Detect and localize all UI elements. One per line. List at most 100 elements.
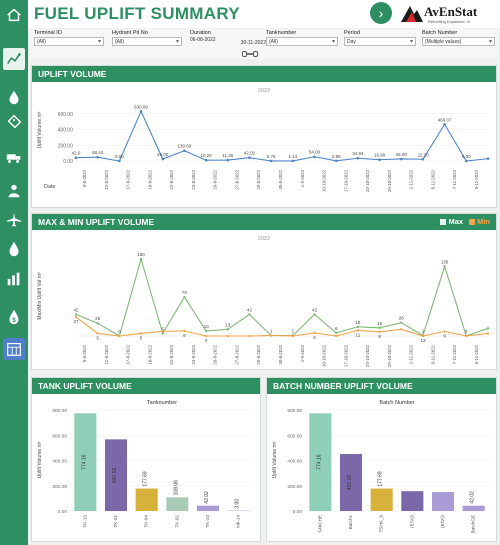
uplift-point[interactable] [183, 149, 186, 153]
min-point[interactable] [118, 334, 121, 338]
min-point[interactable] [335, 334, 338, 338]
max-point[interactable] [443, 265, 446, 268]
max-point[interactable] [226, 328, 229, 331]
period-select[interactable]: Day [344, 37, 416, 46]
x-tick-label: 18-8-2022 [147, 344, 152, 364]
line-chart-icon[interactable] [3, 48, 25, 70]
uplift-point[interactable] [465, 159, 468, 163]
min-point[interactable] [183, 329, 186, 333]
uplift-point[interactable] [96, 155, 99, 159]
max-point[interactable] [74, 313, 78, 316]
data-label: 22.20 [417, 152, 429, 157]
max-point[interactable] [486, 327, 490, 330]
batch-select[interactable]: (Multiple values) [422, 37, 495, 46]
slider-end-handle[interactable] [253, 51, 258, 57]
bar[interactable] [309, 413, 332, 511]
fuel-tag-icon[interactable] [3, 111, 25, 133]
bar[interactable] [196, 505, 220, 511]
bar-analytics-icon[interactable] [3, 268, 25, 290]
uplift-point[interactable] [139, 110, 143, 113]
uplift-line-chart[interactable]: 2022 0.00 200.00 400.00 600.00 Uplift Volume … [32, 82, 496, 207]
max-point[interactable] [400, 321, 403, 324]
min-point[interactable] [291, 334, 295, 338]
hydrant-select[interactable]: (All) [112, 37, 182, 46]
max-point[interactable] [139, 257, 143, 261]
duration-end[interactable]: 30-11-2022 [240, 40, 266, 46]
slider-start-handle[interactable] [242, 51, 247, 57]
tank-volume-panel: TANK UPLIFT VOLUME Tanknumber 0.00 200.00 4… [31, 377, 261, 542]
data-label: 10 [204, 324, 210, 329]
uplift-point[interactable] [204, 158, 208, 162]
uplift-point[interactable] [226, 158, 230, 162]
max-point[interactable] [378, 326, 381, 329]
uplift-point[interactable] [356, 156, 360, 160]
max-point[interactable] [204, 329, 208, 333]
legend-max[interactable]: Max [440, 217, 463, 226]
duration-slider[interactable] [242, 51, 258, 57]
min-point[interactable] [161, 330, 164, 333]
uplift-point[interactable] [248, 156, 251, 159]
bar[interactable] [135, 488, 158, 511]
airplane-icon[interactable] [3, 209, 25, 231]
min-point[interactable] [400, 328, 403, 331]
uplift-point[interactable] [334, 159, 338, 163]
bar[interactable] [339, 454, 363, 511]
batch-bar-chart[interactable]: Batch Number 0.00 200.00 400.00 600.00 800.00… [267, 394, 496, 541]
uplift-point[interactable] [269, 159, 273, 163]
legend-min[interactable]: Min [469, 217, 490, 226]
min-point[interactable] [248, 334, 251, 338]
uplift-point[interactable] [74, 156, 78, 159]
min-point[interactable] [443, 330, 446, 333]
min-point[interactable] [139, 332, 143, 335]
calendar-grid-icon[interactable] [3, 338, 25, 360]
min-point[interactable] [465, 334, 468, 338]
money-drop-icon[interactable]: $ [3, 306, 25, 328]
max-point[interactable] [335, 331, 338, 335]
uplift-point[interactable] [161, 157, 165, 161]
min-point[interactable] [486, 332, 490, 335]
bar[interactable] [370, 488, 393, 511]
bar[interactable] [401, 491, 424, 511]
next-page-button[interactable]: › [370, 2, 392, 24]
person-icon[interactable] [3, 180, 25, 202]
uplift-point[interactable] [291, 159, 295, 163]
fuel-drop-icon[interactable] [3, 86, 25, 108]
min-point[interactable] [378, 330, 381, 334]
fuel-truck-icon[interactable] [3, 146, 25, 168]
min-point[interactable] [204, 334, 208, 338]
uplift-point[interactable] [486, 157, 490, 160]
max-point[interactable] [96, 321, 99, 325]
data-label: 108.06 [173, 480, 179, 496]
uplift-point[interactable] [118, 159, 121, 163]
data-label: 3.00 [235, 499, 241, 509]
max-point[interactable] [313, 313, 316, 316]
min-point[interactable] [226, 334, 229, 338]
uplift-point[interactable] [378, 158, 381, 161]
uplift-point[interactable] [313, 155, 316, 159]
max-point[interactable] [356, 325, 360, 328]
min-point[interactable] [421, 334, 425, 338]
drop-warning-icon[interactable] [3, 238, 25, 260]
terminal-select[interactable]: (All) [34, 37, 104, 46]
min-point[interactable] [313, 331, 316, 335]
min-point[interactable] [356, 329, 360, 332]
uplift-point[interactable] [421, 157, 425, 161]
bar[interactable] [74, 413, 97, 511]
bar[interactable] [431, 492, 455, 511]
min-point[interactable] [269, 334, 273, 337]
tank-select[interactable]: (All) [266, 37, 338, 46]
max-point[interactable] [248, 313, 251, 316]
uplift-point[interactable] [443, 122, 446, 126]
min-point[interactable] [74, 315, 78, 319]
bar[interactable] [462, 505, 485, 511]
duration-start[interactable]: 06-08-2022 [190, 37, 216, 43]
bar[interactable] [166, 497, 189, 511]
home-icon[interactable] [3, 4, 25, 26]
max-point[interactable] [183, 295, 186, 299]
min-point[interactable] [96, 332, 99, 335]
uplift-point[interactable] [399, 157, 403, 161]
tank-bar-chart[interactable]: Tanknumber 0.00 200.00 400.00 600.00 800.00 Up… [32, 394, 260, 541]
bar[interactable] [104, 439, 128, 511]
max-point[interactable] [161, 332, 164, 335]
